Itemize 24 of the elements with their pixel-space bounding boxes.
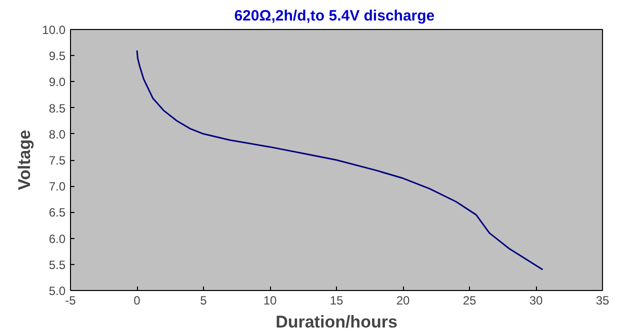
y-tick-label: 9.0 [48,75,66,90]
chart-title: 620Ω,2h/d,to 5.4V discharge [234,8,435,24]
y-tick-label: 8.0 [48,127,66,142]
x-tick-label: 5 [200,294,208,308]
line-series [136,50,544,270]
y-tick-label: 6.0 [48,232,66,246]
y-tick-label: 7.5 [48,154,66,168]
x-tick-label: 25 [462,294,476,308]
y-axis-title: Voltage [15,130,34,190]
x-tick-label: 15 [330,294,344,308]
y-tick-label: 8.5 [48,101,66,116]
x-tick-label: 30 [529,294,543,308]
y-tick-label: 7.0 [48,180,66,194]
x-tick-label: 35 [596,294,610,308]
x-tick-label: -5 [65,294,76,308]
y-tick-label: 9.5 [48,49,66,64]
y-tick-label: 10.0 [42,23,66,37]
y-tick-label: 6.5 [48,206,66,220]
x-tick-label: 0 [134,294,141,308]
y-tick-label: 5.0 [48,284,66,298]
x-axis-title: Duration/hours [276,312,398,332]
x-tick-label: 10 [263,294,277,308]
y-tick-label: 5.5 [48,258,66,272]
x-tick-label: 20 [396,294,410,308]
